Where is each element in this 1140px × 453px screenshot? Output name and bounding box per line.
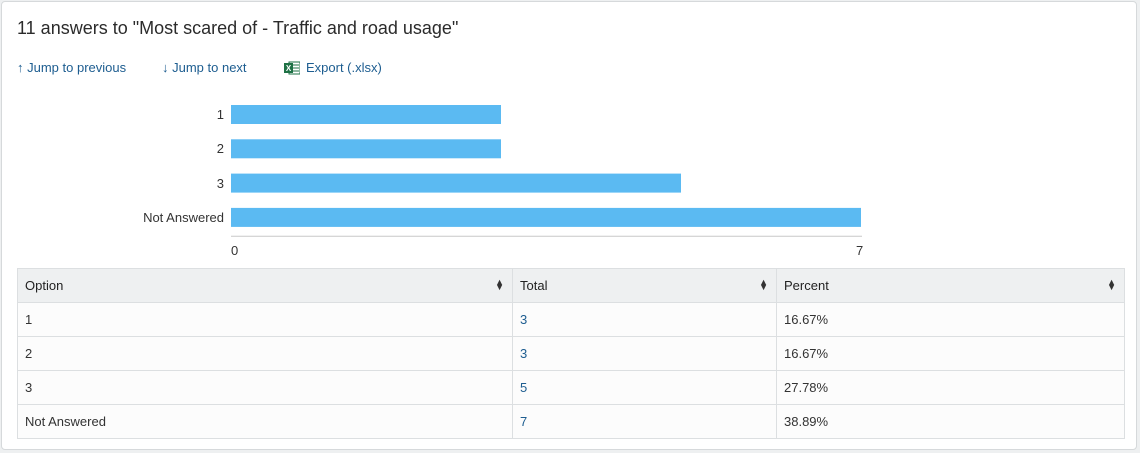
column-header-label: Percent: [784, 278, 829, 293]
percent-cell: 16.67%: [776, 336, 1125, 371]
sort-icon[interactable]: ▲ ▼: [1107, 277, 1116, 292]
option-cell: 3: [17, 370, 513, 405]
column-header-option[interactable]: Option ▲ ▼: [17, 268, 513, 303]
table-row: 1 3 16.67%: [17, 302, 1125, 337]
percent-cell: 38.89%: [776, 404, 1125, 439]
column-header-percent[interactable]: Percent ▲ ▼: [776, 268, 1125, 303]
option-cell: Not Answered: [17, 404, 513, 439]
bar: [231, 105, 501, 124]
column-header-total[interactable]: Total ▲ ▼: [512, 268, 777, 303]
excel-icon: X: [284, 61, 300, 74]
export-xlsx-link[interactable]: X Export (.xlsx): [284, 60, 382, 75]
bar-chart: 1 2 3 Not Answered 0 7: [2, 92, 1138, 264]
total-link[interactable]: 3: [520, 346, 528, 361]
total-link[interactable]: 7: [520, 414, 528, 429]
x-tick-label: 7: [856, 243, 864, 259]
total-link[interactable]: 3: [520, 312, 528, 327]
category-label: Not Answered: [143, 209, 224, 225]
bar-chart-plot: [231, 105, 862, 237]
jump-to-previous-link[interactable]: ↑ Jump to previous: [17, 60, 127, 75]
total-cell: 3: [512, 302, 777, 337]
category-label: 3: [216, 175, 224, 191]
total-link[interactable]: 5: [520, 380, 528, 395]
total-cell: 7: [512, 404, 777, 439]
category-label: 2: [216, 141, 224, 157]
table-row: 3 5 27.78%: [17, 370, 1125, 405]
column-header-label: Option: [25, 278, 64, 293]
option-cell: 1: [17, 302, 513, 337]
table-row: Not Answered 7 38.89%: [17, 404, 1125, 439]
percent-cell: 16.67%: [776, 302, 1125, 337]
svg-text:X: X: [286, 64, 292, 73]
category-label: 1: [216, 107, 224, 122]
bar: [231, 173, 681, 193]
jump-to-next-link[interactable]: ↓ Jump to next: [162, 60, 247, 75]
option-cell: 2: [17, 336, 513, 371]
export-label: Export (.xlsx): [306, 60, 382, 75]
bar: [231, 139, 501, 159]
results-table: Option ▲ ▼ Total ▲ ▼ Percent ▲ ▼ 1 3 16.67%: [17, 268, 1125, 439]
page-title: 11 answers to "Most scared of - Traffic …: [17, 18, 459, 38]
column-header-label: Total: [520, 278, 548, 293]
sort-icon[interactable]: ▲ ▼: [759, 277, 768, 292]
x-tick-label: 0: [231, 243, 239, 259]
table-header-row: Option ▲ ▼ Total ▲ ▼ Percent ▲ ▼: [17, 268, 1125, 303]
total-cell: 3: [512, 336, 777, 371]
table-row: 2 3 16.67%: [17, 336, 1125, 371]
sort-icon[interactable]: ▲ ▼: [495, 277, 504, 292]
bar: [231, 207, 861, 227]
percent-cell: 27.78%: [776, 370, 1125, 405]
total-cell: 5: [512, 370, 777, 405]
